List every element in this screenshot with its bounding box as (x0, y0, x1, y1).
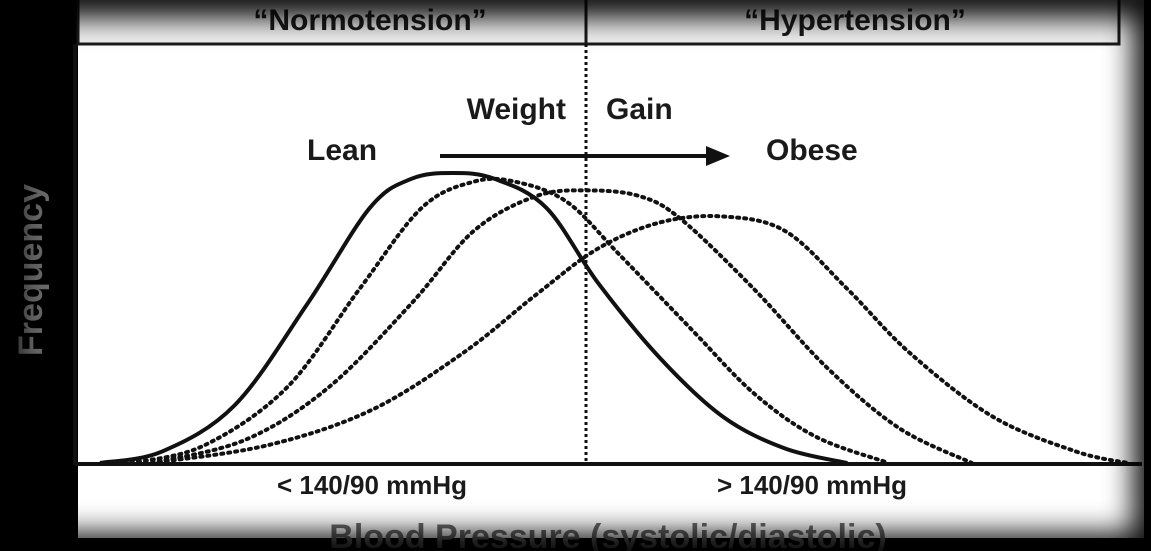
obese-curve (149, 214, 1130, 465)
diagram-panel (78, 0, 1144, 538)
left-range-label: < 140/90 mmHg (277, 470, 467, 500)
distribution-curves (99, 170, 1130, 465)
gain-label: Gain (606, 93, 673, 126)
y-axis-label: Frequency (12, 184, 50, 356)
obese-label: Obese (766, 134, 858, 167)
right-range-label: > 140/90 mmHg (717, 470, 907, 500)
header-band (76, 0, 1121, 46)
curve-3 (149, 188, 974, 465)
lean-label: Lean (307, 134, 377, 167)
weight-label: Weight (467, 93, 566, 126)
x-axis-label: Blood Pressure (systolic/diastolic) (329, 518, 886, 551)
curve-2 (129, 176, 891, 465)
normotension-label: “Normotension” (253, 4, 486, 37)
weight-gain-arrow-head (706, 146, 730, 166)
hypertension-label: “Hypertension” (744, 4, 966, 37)
lean-curve (99, 170, 848, 465)
